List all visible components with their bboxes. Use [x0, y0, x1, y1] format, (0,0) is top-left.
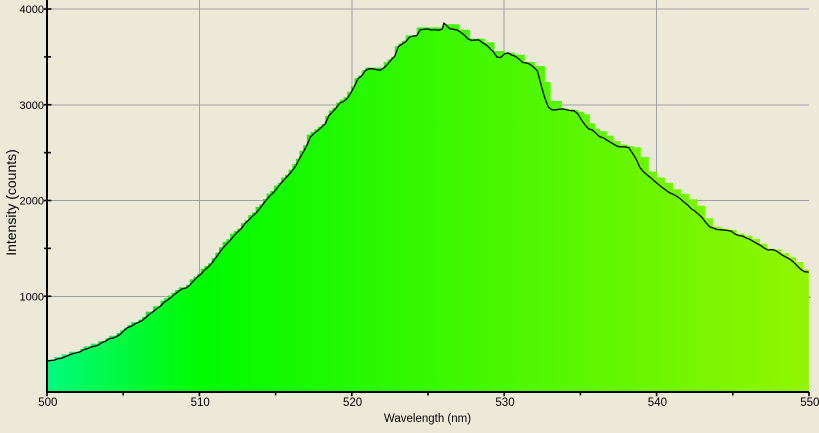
- svg-text:510: 510: [191, 397, 210, 409]
- svg-text:3000: 3000: [20, 100, 44, 112]
- svg-text:530: 530: [495, 397, 514, 409]
- svg-text:Intensity (counts): Intensity (counts): [3, 149, 19, 256]
- svg-text:4000: 4000: [20, 4, 44, 16]
- svg-text:2000: 2000: [20, 196, 44, 208]
- svg-text:Wavelength (nm): Wavelength (nm): [384, 413, 471, 425]
- svg-text:550: 550: [800, 397, 819, 409]
- svg-text:520: 520: [343, 397, 362, 409]
- svg-text:540: 540: [648, 397, 667, 409]
- svg-text:500: 500: [38, 397, 57, 409]
- svg-text:1000: 1000: [20, 291, 44, 303]
